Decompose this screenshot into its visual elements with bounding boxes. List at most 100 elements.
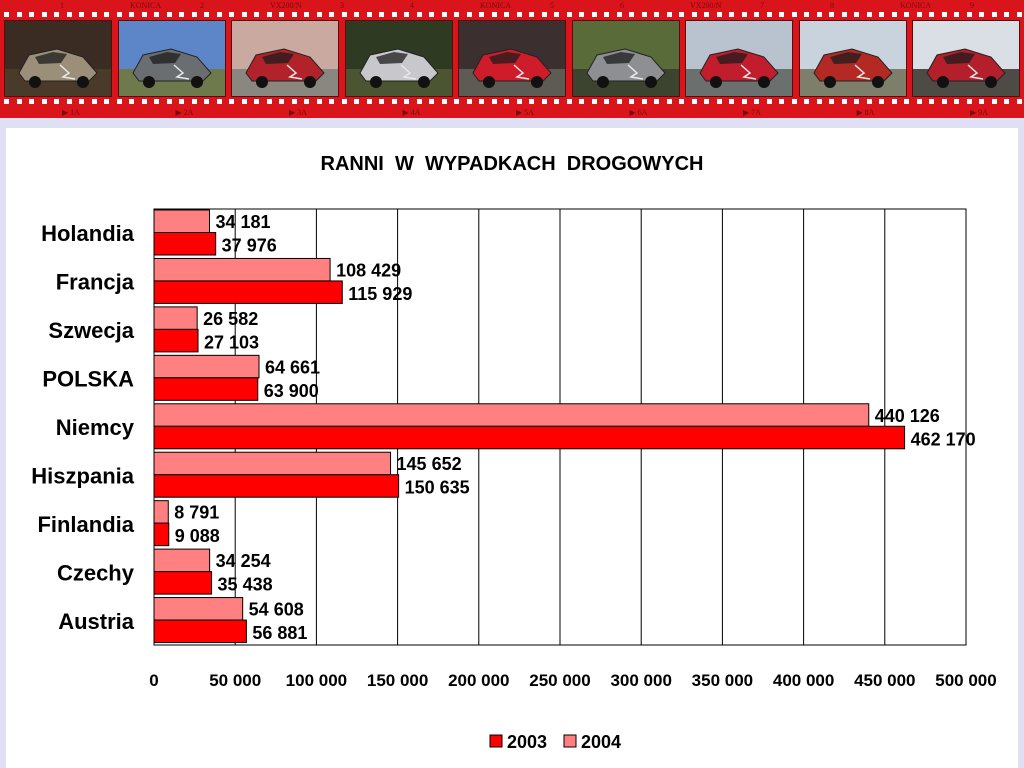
bar-2004 [153, 403, 870, 427]
sprocket-hole [866, 99, 872, 104]
sprocket-hole [391, 99, 397, 104]
bar-2004 [153, 451, 392, 476]
sprocket-hole [216, 12, 222, 17]
sprocket-hole [516, 99, 522, 104]
sprocket-hole [804, 12, 809, 17]
sprocket-hole [204, 12, 209, 17]
x-tick-label: 400 000 [773, 671, 834, 690]
data-label-2003: 462 170 [911, 429, 976, 449]
train-collision-photo [231, 20, 339, 97]
sprocket-hole [179, 12, 184, 17]
sprocket-hole [616, 12, 622, 17]
sprocket-hole [941, 12, 947, 17]
x-tick-label: 250 000 [529, 671, 590, 690]
category-label: Szwecja [48, 318, 134, 343]
bar-chart: RANNI W WYPADKACH DROGOWYCH 0 50 000 100 0… [31, 153, 996, 752]
sprocket-hole [479, 12, 484, 17]
sprocket-hole [304, 99, 309, 104]
sprocket-hole [404, 12, 409, 17]
category-label: Hiszpania [31, 463, 134, 488]
sprocket-hole [1016, 99, 1022, 104]
sprocket-hole [516, 12, 522, 17]
sprocket-hole [566, 12, 572, 17]
sprocket-hole [616, 99, 622, 104]
sprocket-hole [641, 99, 647, 104]
sprocket-hole [316, 99, 322, 104]
sprocket-hole [554, 12, 559, 17]
x-tick-label: 0 [149, 671, 158, 690]
sprocket-hole [116, 99, 122, 104]
sprocket-hole [904, 99, 909, 104]
chart-title: RANNI W WYPADKACH DROGOWYCH [321, 153, 704, 175]
bar-2003 [153, 571, 213, 595]
sprocket-hole [154, 99, 159, 104]
category-label: POLSKA [42, 367, 134, 392]
sprocket-hole [816, 99, 822, 104]
film-bottom-label: ▶ 5A [516, 108, 534, 117]
sprocket-hole [529, 99, 534, 104]
sprocket-hole [604, 12, 609, 17]
bar-2003 [153, 522, 170, 547]
sprocket-hole [841, 12, 847, 17]
sprocket-hole [691, 99, 697, 104]
sprocket-hole [241, 99, 247, 104]
sprocket-hole [991, 99, 997, 104]
x-tick-label: 350 000 [692, 671, 753, 690]
sprocket-hole [916, 99, 922, 104]
sprocket-hole [829, 99, 834, 104]
x-tick-label: 150 000 [367, 671, 428, 690]
sprocket-hole [579, 12, 584, 17]
bar-2003 [153, 328, 199, 353]
sprocket-hole [741, 99, 747, 104]
data-label-2004: 108 429 [336, 260, 401, 280]
bar-2004 [153, 209, 211, 233]
sprocket-hole [904, 12, 909, 17]
bus-wreck-photo [912, 20, 1020, 97]
sprocket-hole [416, 99, 422, 104]
data-label-2004: 34 181 [216, 212, 271, 232]
sprocket-hole [916, 12, 922, 17]
sprocket-hole [966, 12, 972, 17]
sprocket-hole [266, 99, 272, 104]
legend-label-2004: 2004 [581, 732, 621, 752]
film-top-label: KONICA [480, 1, 512, 10]
sprocket-hole [954, 99, 959, 104]
sprocket-hole [454, 99, 459, 104]
sprocket-hole [816, 12, 822, 17]
sprocket-hole [491, 12, 497, 17]
sprocket-hole [979, 99, 984, 104]
bar-2003 [153, 425, 906, 450]
sprocket-hole [666, 12, 672, 17]
sprocket-hole [16, 12, 22, 17]
sprocket-hole [354, 99, 359, 104]
sprocket-hole [416, 12, 422, 17]
sprocket-hole [166, 99, 172, 104]
data-label-2004: 34 254 [216, 551, 271, 571]
sprocket-hole [541, 12, 547, 17]
film-top-label: 8 [830, 1, 834, 10]
data-label-2003: 27 103 [204, 332, 259, 352]
sprocket-hole [929, 12, 934, 17]
category-label: Holandia [41, 221, 135, 246]
sprocket-hole [879, 12, 884, 17]
sprocket-hole [54, 99, 59, 104]
sprocket-hole [804, 99, 809, 104]
category-label: Finlandia [37, 512, 134, 537]
data-label-2004: 8 791 [174, 503, 219, 523]
chart-slide: RANNI W WYPADKACH DROGOWYCH 0 50 000 100 0… [6, 128, 1018, 768]
bar-2004 [153, 354, 260, 379]
sprocket-hole [629, 12, 634, 17]
sprocket-hole [841, 99, 847, 104]
wrecked-car-tree-photo [344, 20, 453, 97]
film-top-label: 2 [200, 1, 204, 10]
data-label-2004: 26 582 [203, 309, 258, 329]
data-label-2003: 115 929 [348, 284, 412, 304]
sprocket-hole [329, 12, 334, 17]
sprocket-hole [229, 99, 234, 104]
sprocket-hole [541, 99, 547, 104]
sprocket-hole [91, 99, 97, 104]
sprocket-hole [29, 99, 34, 104]
firefighters-red-car-photo [458, 20, 566, 97]
sprocket-hole [391, 12, 397, 17]
x-tick-label: 50 000 [209, 671, 261, 690]
